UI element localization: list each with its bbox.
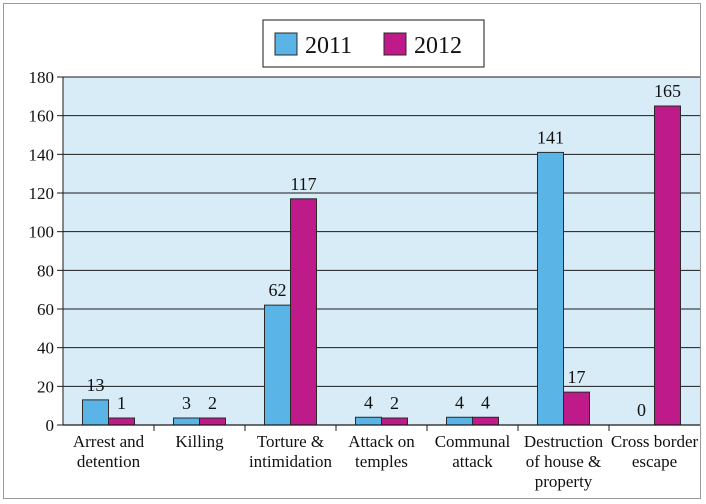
data-label-2011-3: 4: [364, 392, 373, 412]
y-tick-label: 140: [29, 145, 55, 164]
x-category-label: Destruction of house & property: [524, 432, 604, 491]
bar-2012-6: [654, 105, 681, 426]
data-label-2012-0: 1: [117, 393, 126, 413]
data-label-2011-1: 3: [182, 393, 191, 413]
legend-swatch-2011: [274, 32, 298, 56]
x-category-label: Torture & intimidation: [249, 432, 333, 471]
bar-2012-0: [108, 417, 135, 426]
y-tick-label: 180: [29, 68, 55, 87]
bar-2011-0: [82, 399, 109, 426]
data-label-2012-1: 2: [208, 393, 217, 413]
x-category-label: Cross border escape: [611, 432, 699, 471]
plot-area: [63, 77, 700, 425]
data-label-2012-2: 117: [290, 174, 316, 194]
bar-2012-4: [472, 416, 499, 426]
data-label-2012-4: 4: [481, 392, 490, 412]
x-category-label: Communal attack: [435, 432, 511, 471]
y-tick-label: 80: [37, 261, 54, 280]
x-category-label: Killing: [175, 432, 224, 451]
data-label-2011-6: 0: [637, 400, 646, 420]
legend-swatch-2012: [383, 32, 407, 56]
data-label-2011-2: 62: [269, 280, 287, 300]
bar-2011-3: [355, 416, 382, 426]
bar-2011-4: [446, 416, 473, 426]
legend-label-2011: 2011: [305, 33, 352, 59]
x-category-label: Attack on temples: [348, 432, 415, 471]
y-tick-label: 0: [46, 416, 55, 435]
bar-2012-1: [199, 417, 226, 426]
bar-2012-5: [563, 391, 590, 426]
y-tick-label: 120: [29, 184, 55, 203]
legend-box: [262, 19, 485, 68]
data-label-2012-5: 17: [568, 367, 586, 387]
data-label-2011-5: 141: [537, 127, 564, 147]
bar-2011-1: [173, 417, 200, 426]
bar-2011-2: [264, 304, 291, 426]
y-tick-label: 160: [29, 107, 55, 126]
data-label-2012-6: 165: [654, 81, 681, 101]
data-label-2012-3: 2: [390, 393, 399, 413]
legend-label-2012: 2012: [414, 33, 462, 59]
bar-2011-5: [537, 151, 564, 426]
y-tick-label: 100: [29, 223, 55, 242]
y-tick-label: 40: [37, 339, 54, 358]
gridlines: [63, 76, 700, 387]
bar-2012-2: [290, 198, 317, 426]
data-label-2011-4: 4: [455, 392, 464, 412]
legend: 2011 2012: [262, 19, 485, 68]
data-label-2011-0: 13: [87, 375, 105, 395]
y-tick-label: 60: [37, 300, 54, 319]
y-tick-label: 20: [37, 377, 54, 396]
bar-2012-3: [381, 417, 408, 426]
x-category-label: Arrest and detention: [73, 432, 145, 471]
